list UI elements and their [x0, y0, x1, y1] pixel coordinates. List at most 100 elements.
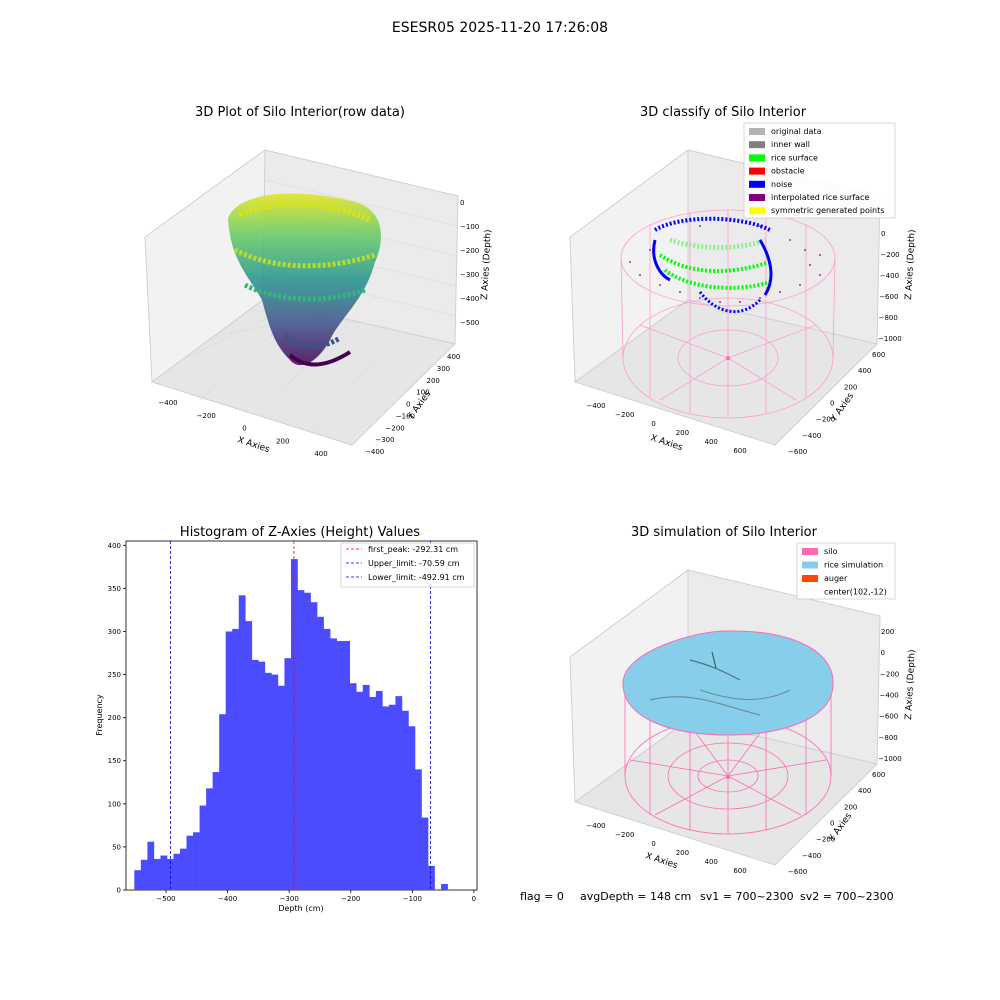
z-tick-label: −200 [460, 247, 479, 255]
y-tick-label: −600 [788, 448, 807, 456]
legend-label: silo [824, 547, 838, 556]
legend-swatch [749, 207, 765, 215]
z-tick-label: −100 [460, 223, 479, 231]
y-tick-label: 400 [858, 367, 871, 375]
raw-scatter-bowl [228, 193, 381, 367]
legend-swatch [802, 561, 818, 569]
z-tick-label: 0 [460, 199, 464, 207]
legend-label: interpolated rice surface [771, 193, 869, 202]
histogram-bar [271, 674, 279, 890]
legend-swatch [749, 180, 765, 188]
x-tick-label: 400 [705, 438, 718, 446]
histogram-bar [428, 865, 435, 890]
x-tick-label: −400 [218, 895, 237, 903]
z-tick-label: −400 [460, 295, 479, 303]
histogram-bar [232, 628, 240, 890]
legend-label: first_peak: -292.31 cm [368, 545, 458, 554]
histogram-bar [297, 590, 305, 890]
raw-xtick-labels: −400 −200 0 200 400 [158, 399, 327, 458]
y-tick-label: −600 [788, 868, 807, 876]
y-tick-label: 600 [872, 351, 885, 359]
legend-label: Upper_limit: -70.59 cm [368, 559, 460, 568]
histogram-bar [147, 841, 155, 890]
histogram-bar [264, 672, 272, 890]
y-tick-label: −200 [816, 836, 835, 844]
z-tick-label: 0 [881, 649, 885, 657]
x-tick-label: 200 [676, 429, 689, 437]
histogram-bar [388, 704, 396, 890]
legend-label: rice surface [771, 153, 818, 162]
x-tick-label: −300 [280, 895, 299, 903]
x-tick-label: −400 [586, 402, 605, 410]
z-tick-label: 0 [881, 230, 885, 238]
histogram-bar [153, 858, 161, 890]
y-tick-label: 100 [416, 389, 429, 397]
y-tick-label: −100 [396, 412, 415, 420]
legend-label: noise [771, 180, 792, 189]
histogram-bar [310, 602, 318, 890]
simulation-xtick-labels: −400 −200 0 200 400 600 [586, 822, 746, 875]
y-tick-label: 600 [872, 771, 885, 779]
y-tick-label: 400 [108, 542, 121, 550]
histogram-bar [193, 832, 200, 890]
classify-xtick-labels: −400 −200 0 200 400 600 [586, 402, 746, 455]
y-tick-label: 200 [108, 714, 121, 722]
y-tick-label: −400 [802, 432, 821, 440]
z-tick-label: −500 [460, 319, 479, 327]
histogram-bar [166, 858, 174, 890]
status-sv1: sv1 = 700~2300 [700, 890, 794, 903]
y-tick-label: 300 [108, 628, 121, 636]
histogram-bar [330, 638, 337, 890]
legend-swatch [749, 128, 765, 135]
z-tick-label: −200 [880, 670, 899, 678]
legend-swatch [749, 167, 765, 175]
histogram-legend: first_peak: -292.31 cm Upper_limit: -70.5… [340, 542, 475, 588]
y-tick-label: 50 [112, 843, 121, 851]
legend-label: symmetric generated points [771, 206, 884, 215]
figure-suptitle: ESESR05 2025-11-20 17:26:08 [392, 20, 608, 36]
histogram-bar [277, 685, 285, 890]
legend-label: rice simulation [824, 561, 883, 570]
simulation-ztick-labels: 200 0 −200 −400 −600 −800 −1000 [878, 628, 902, 763]
histogram-reference-lines [169, 541, 431, 890]
legend-swatch [802, 575, 818, 582]
histogram-bar [408, 726, 416, 890]
y-tick-label: 100 [108, 800, 121, 808]
z-tick-label: −800 [879, 314, 898, 322]
histogram-bar [212, 771, 220, 890]
x-tick-label: −100 [403, 895, 422, 903]
status-line: flag = 0 avgDepth = 148 cm sv1 = 700~230… [520, 890, 894, 903]
histogram-xlabel: Depth (cm) [278, 904, 323, 913]
histogram-bar [180, 848, 187, 890]
histogram-ylabel: Frequency [95, 694, 104, 736]
y-tick-label: 0 [830, 400, 834, 408]
legend-label: Lower_limit: -492.91 cm [368, 573, 465, 582]
y-tick-label: −400 [365, 448, 384, 456]
x-tick-label: 200 [276, 437, 289, 445]
raw-ytick-labels: −400 −300 −200 −100 0 100 200 300 400 [365, 353, 460, 456]
histogram-bar [186, 835, 194, 890]
interpolated-surface-dots [629, 225, 821, 303]
histogram-bar [421, 817, 429, 890]
panel-simulation-3d: 3D simulation of Silo Interior silo rice … [569, 525, 918, 876]
histogram-bar [160, 855, 168, 890]
histogram-bar [401, 710, 409, 890]
status-sv2: sv2 = 700~2300 [800, 890, 894, 903]
silo-center-mark [726, 356, 730, 360]
x-tick-label: 0 [242, 425, 246, 433]
histogram-bar [238, 595, 246, 890]
z-tick-label: −1000 [878, 755, 902, 763]
z-tick-label: −1000 [878, 335, 902, 343]
status-avg-depth: avgDepth = 148 cm [580, 890, 691, 903]
x-tick-label: 0 [472, 895, 476, 903]
legend-label: center(102,-12) [824, 588, 887, 597]
raw-ztick-labels: 0 −100 −200 −300 −400 −500 [460, 199, 479, 327]
x-tick-label: −200 [615, 831, 634, 839]
panel-classify-3d: 3D classify of Silo Interior [569, 105, 918, 456]
classify-zlabel: Z Axies (Depth) [904, 229, 918, 300]
z-tick-label: −200 [880, 251, 899, 259]
panel-histogram: Histogram of Z-Axies (Height) Values −50… [95, 525, 478, 913]
x-tick-label: 400 [314, 450, 327, 458]
histogram-bar [284, 658, 292, 890]
